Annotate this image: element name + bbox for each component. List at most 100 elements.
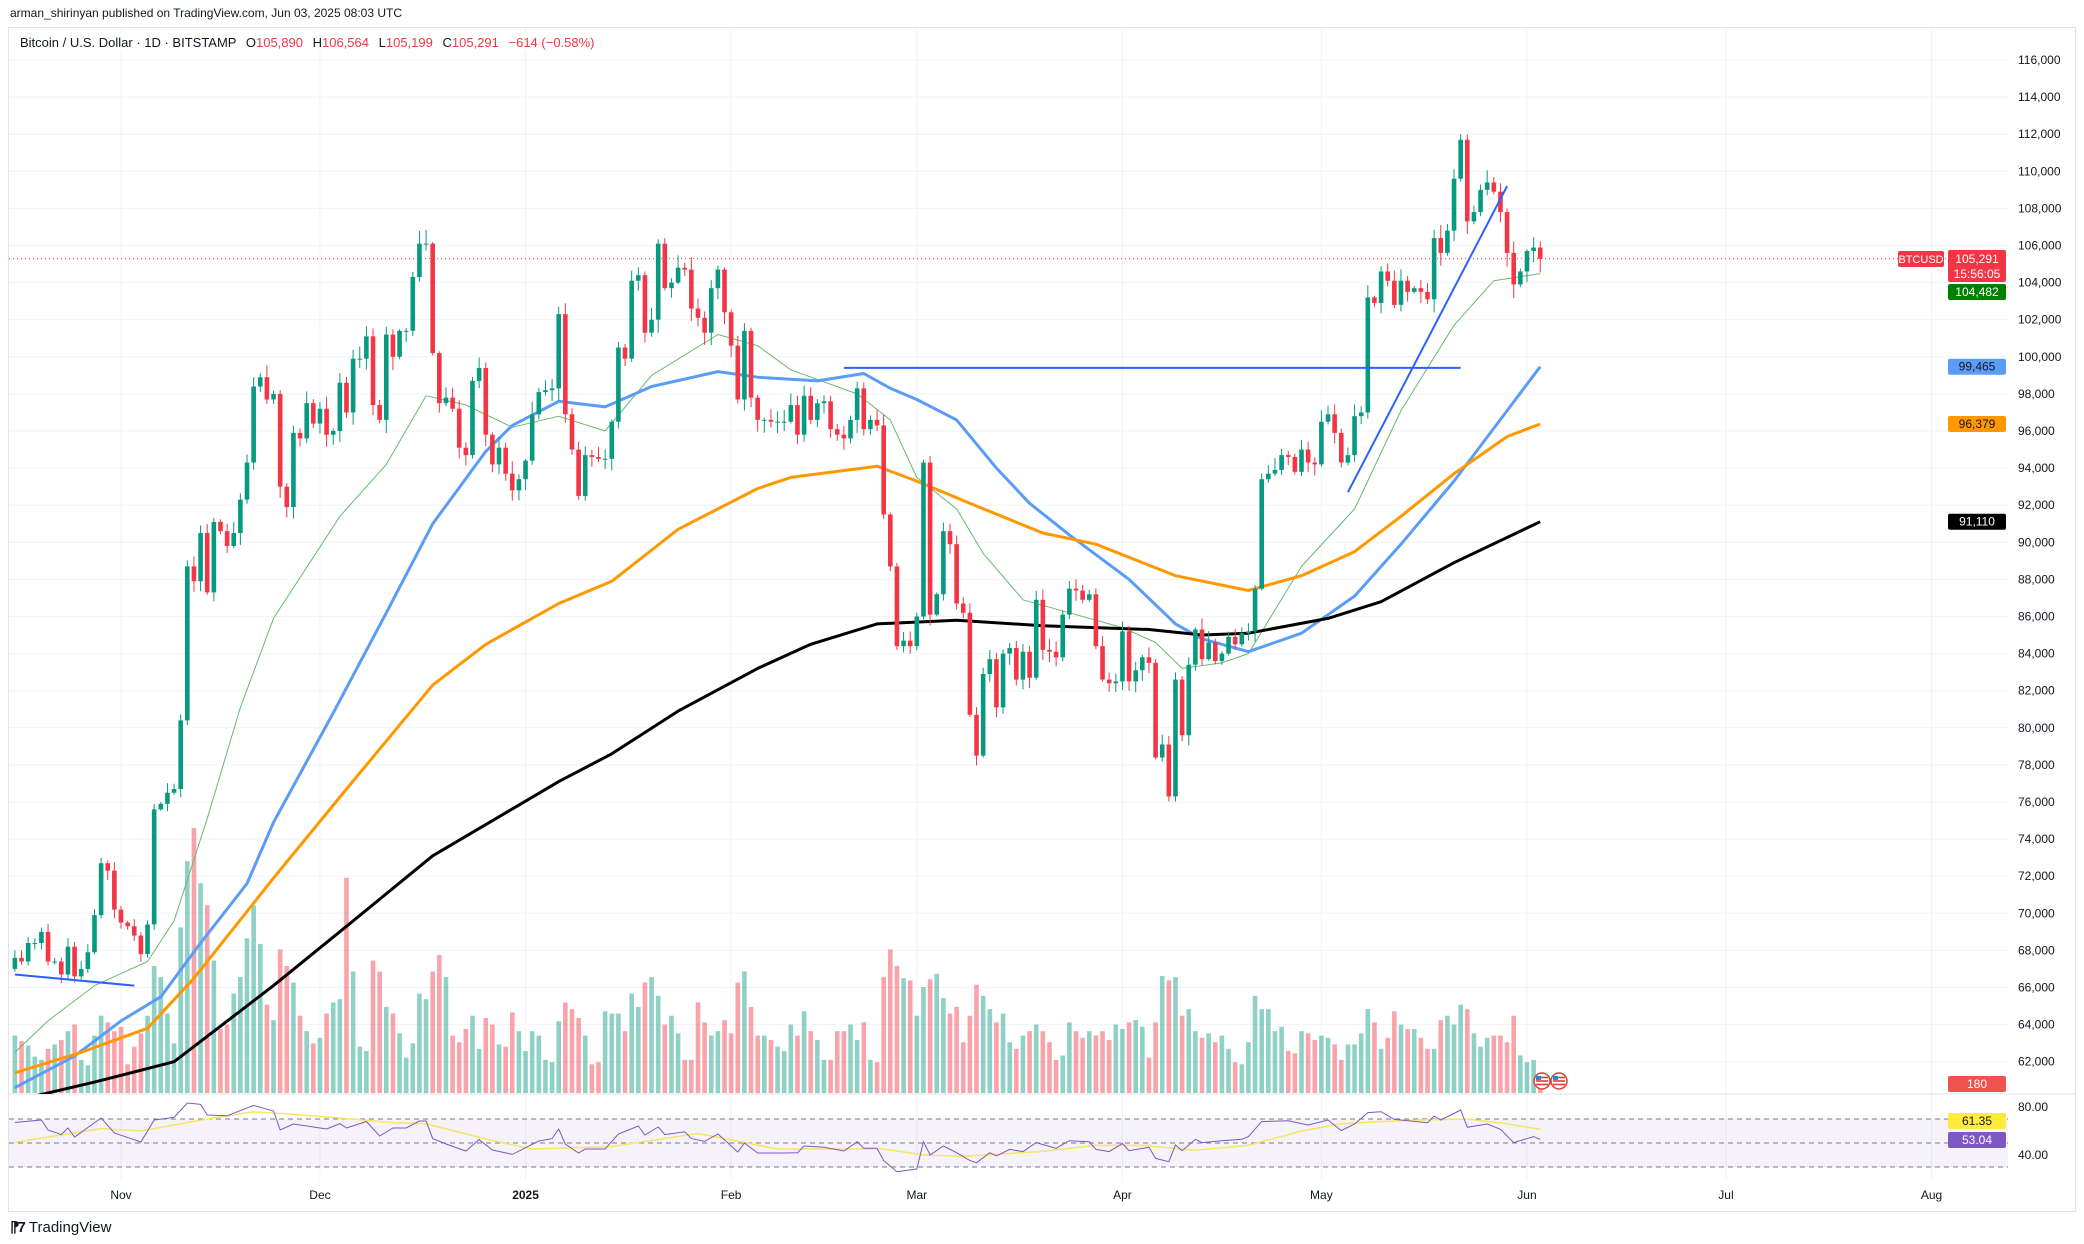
volume-bar: [1504, 1042, 1510, 1093]
candle-body: [25, 942, 31, 962]
candle-body: [742, 330, 747, 400]
candle-body: [344, 382, 349, 413]
time-tick-label[interactable]: Feb: [721, 1188, 742, 1202]
rsi-ma-value-badge: [1948, 1113, 2006, 1129]
candle-body: [987, 659, 993, 675]
time-tick-label[interactable]: Aug: [1921, 1188, 1942, 1202]
drawings[interactable]: [14, 185, 1508, 987]
volume-bar: [1113, 1024, 1119, 1093]
candle-body: [967, 612, 973, 715]
candle-body: [1186, 664, 1192, 736]
candle-body: [1279, 455, 1284, 470]
volume-bar: [1047, 1042, 1052, 1093]
candle-body: [1378, 271, 1384, 304]
candle-body: [311, 403, 316, 424]
price-axis[interactable]: 62,000 64,000 66,000 68,000 70,000 72,000 74,0…: [2018, 53, 2062, 1162]
time-tick-label[interactable]: Jul: [1718, 1188, 1733, 1202]
volume-bar: [828, 1059, 833, 1093]
symbol-legend[interactable]: Bitcoin / U.S. Dollar · 1D · BITSTAMP O1…: [18, 34, 597, 51]
candle-body: [1173, 679, 1178, 797]
candle-body: [556, 314, 562, 389]
volume-bar: [410, 1043, 416, 1093]
time-tick-label[interactable]: 2025: [512, 1188, 539, 1202]
candle-body: [861, 388, 867, 430]
tradingview-logo[interactable]: ⁋7 TradingView: [10, 1218, 111, 1237]
candle-body: [383, 334, 389, 420]
candle-body: [19, 957, 24, 962]
candle-body: [702, 317, 707, 333]
volume-bar: [1140, 1026, 1145, 1093]
candle-body: [476, 367, 482, 381]
volume-bar: [1345, 1044, 1351, 1093]
candle-body: [456, 408, 462, 448]
time-tick-label[interactable]: Dec: [309, 1188, 330, 1202]
volume-bar: [1100, 1031, 1105, 1093]
event-icons[interactable]: [1533, 1072, 1568, 1090]
grid: [9, 28, 2076, 1180]
volume-bar: [324, 1013, 329, 1093]
volume-bar: [682, 1059, 688, 1093]
candle-body: [669, 282, 674, 289]
candle-body: [1464, 139, 1470, 222]
time-tick-label[interactable]: May: [1310, 1188, 1333, 1202]
candle-body: [888, 514, 893, 567]
time-axis[interactable]: Nov Dec 2025 Feb Mar Apr May Jun Jul Aug: [110, 1188, 1942, 1202]
candle-body: [443, 397, 449, 404]
candle-body: [1392, 280, 1397, 305]
ma_blue-line: [14, 365, 1542, 1090]
candle-body: [1100, 646, 1105, 680]
volume-bar: [735, 982, 741, 1093]
rsi-value-text: 53.04: [1962, 1133, 1992, 1147]
volume-bar: [1352, 1044, 1357, 1093]
volume-bar: [914, 1015, 920, 1093]
volume-bar: [191, 828, 197, 1093]
ma-orange-value-badge: [1948, 415, 2006, 432]
candle-body: [974, 714, 979, 756]
candle-body: [125, 922, 130, 927]
candle-body: [218, 521, 223, 532]
candle-body: [138, 935, 144, 955]
candle-body: [1484, 182, 1490, 190]
price-tick-label: 92,000: [2018, 498, 2055, 512]
volume-bar: [921, 987, 926, 1093]
volume-bar: [1014, 1048, 1019, 1093]
candle-body: [808, 395, 814, 420]
volume-bar: [881, 977, 886, 1093]
candle-body: [596, 456, 601, 459]
trendline-drawing[interactable]: [14, 973, 135, 987]
candle-body: [92, 915, 97, 953]
time-tick-label[interactable]: Nov: [110, 1188, 131, 1202]
candle-body: [994, 659, 999, 708]
volume-bar: [934, 973, 940, 1093]
time-tick-label[interactable]: Mar: [907, 1188, 928, 1202]
candle-body: [768, 419, 774, 422]
time-tick-label[interactable]: Jun: [1517, 1188, 1536, 1202]
volume-bar: [171, 1043, 177, 1093]
volume-bar: [1478, 1046, 1483, 1093]
candle-body: [1014, 648, 1019, 680]
chart-frame: [8, 27, 2076, 1212]
volume-bar: [549, 1062, 555, 1093]
volume-bar: [1524, 1062, 1530, 1093]
price-tick-label: 76,000: [2018, 795, 2055, 809]
volume-bar: [211, 960, 217, 1093]
candle-body: [1385, 271, 1391, 281]
candle-body: [1126, 631, 1132, 682]
volume-bar: [1153, 1022, 1158, 1093]
volume-bar: [742, 971, 747, 1093]
time-tick-label[interactable]: Apr: [1113, 1188, 1132, 1202]
candle-body: [980, 674, 986, 756]
trendline-drawing[interactable]: [1347, 185, 1508, 493]
volume-bar: [781, 1051, 787, 1093]
ma-black-value-text: 91,110: [1959, 515, 1995, 529]
candle-body: [1106, 679, 1112, 684]
volume-bar: [370, 960, 376, 1093]
candle-body: [1372, 297, 1377, 304]
candle-body: [616, 347, 621, 422]
candle-body: [689, 269, 694, 309]
candle-body: [1266, 473, 1271, 480]
volume-bar: [377, 971, 382, 1093]
volume-bar: [198, 883, 203, 1093]
flag-stripe: [1553, 1080, 1565, 1082]
